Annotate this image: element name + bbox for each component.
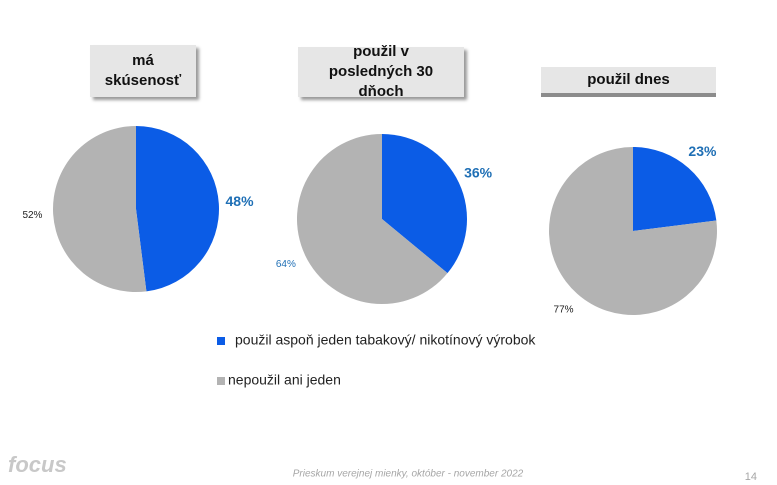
legend-label: nepoužil ani jeden xyxy=(228,372,341,388)
value-label: 77% xyxy=(554,304,574,315)
chart-title: použil v posledných 30 dňoch xyxy=(298,43,464,100)
pie-slice xyxy=(53,126,147,292)
chart-title: použil dnes xyxy=(541,67,716,93)
legend-label: použil aspoň jeden tabakový/ nikotínový … xyxy=(235,332,536,348)
pie-slice xyxy=(136,126,219,292)
footer: Prieskum verejnej mienky, október - nove… xyxy=(293,469,524,480)
pie-slice xyxy=(549,147,717,316)
legend-swatch xyxy=(217,337,225,345)
page-number: 14 xyxy=(745,471,757,483)
chart-title: má skúsenosť xyxy=(90,45,196,97)
value-label: 36% xyxy=(464,164,493,180)
logo: focus xyxy=(8,452,67,477)
value-label: 23% xyxy=(688,143,717,159)
value-label: 48% xyxy=(226,193,255,209)
value-label: 64% xyxy=(276,259,296,270)
legend-swatch xyxy=(217,377,225,385)
value-label: 52% xyxy=(22,210,42,221)
pie-slice xyxy=(633,147,717,231)
pie-slice xyxy=(382,134,467,274)
pie-slice xyxy=(297,134,448,304)
